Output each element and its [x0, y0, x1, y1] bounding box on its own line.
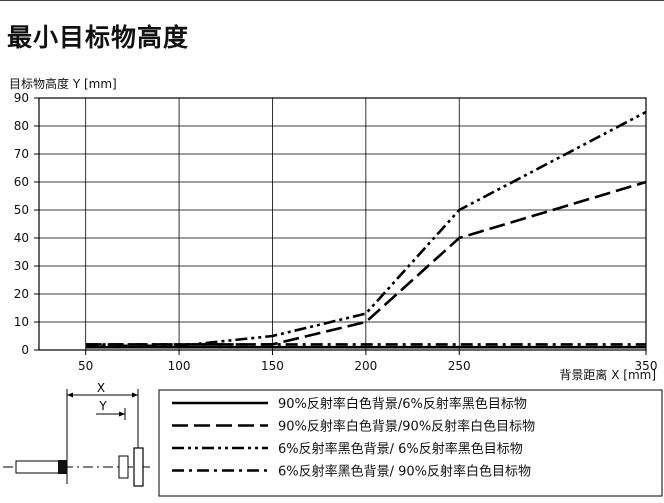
dimension-x-left-arrow	[67, 392, 73, 398]
background-plate	[133, 447, 144, 487]
y-tick-label: 10	[14, 315, 29, 329]
x-tick-label: 100	[168, 359, 191, 373]
tick-marks	[34, 97, 647, 355]
y-tick-label: 0	[21, 343, 29, 357]
y-tick-label: 60	[14, 175, 29, 189]
series-line	[85, 180, 647, 346]
y-tick-label: 90	[14, 91, 29, 105]
y-tick-label: 50	[14, 203, 29, 217]
legend-label: 6%反射率黑色背景/ 90%反射率白色目标物	[278, 464, 531, 480]
plot-frame	[38, 97, 647, 351]
sensor-lens	[58, 460, 67, 474]
page-title: 最小目标物高度	[7, 23, 190, 52]
legend: 90%反射率白色背景/6%反射率黑色目标物 90%反射率白色背景/90%反射率白色…	[172, 396, 535, 480]
sensor-diagram: X Y	[3, 381, 150, 487]
legend-box	[158, 389, 663, 497]
diagram-x-label: X	[97, 381, 105, 395]
dimension-y-right-arrow	[119, 411, 125, 417]
y-tick-label: 30	[14, 259, 29, 273]
grid-lines	[39, 98, 646, 350]
x-tick-label: 150	[261, 359, 284, 373]
y-axis-label: 目标物高度 Y [mm]	[9, 76, 117, 91]
y-tick-label: 70	[14, 147, 29, 161]
y-tick-label: 40	[14, 231, 29, 245]
dimension-x-right-arrow	[132, 392, 138, 398]
tick-labels: 50 100 150 200 250 350 0 10 20 30 40 50 60 70 80 90	[14, 91, 658, 373]
series-line	[85, 110, 647, 348]
series-lines	[85, 110, 647, 349]
x-tick-label: 350	[635, 359, 658, 373]
x-tick-label: 50	[78, 359, 93, 373]
x-tick-label: 200	[354, 359, 377, 373]
x-tick-label: 250	[448, 359, 471, 373]
legend-label: 90%反射率白色背景/6%反射率黑色目标物	[278, 396, 527, 412]
x-axis-label: 背景距离 X [mm]	[559, 367, 656, 382]
y-tick-label: 20	[14, 287, 29, 301]
sensor-body	[15, 460, 61, 474]
target-object	[118, 455, 129, 479]
diagram-y-label: Y	[98, 399, 107, 413]
legend-label: 90%反射率白色背景/90%反射率白色目标物	[278, 419, 535, 435]
legend-label: 6%反射率黑色背景/ 6%反射率黑色目标物	[278, 441, 523, 457]
y-tick-label: 80	[14, 119, 29, 133]
top-rule	[0, 0, 664, 1]
